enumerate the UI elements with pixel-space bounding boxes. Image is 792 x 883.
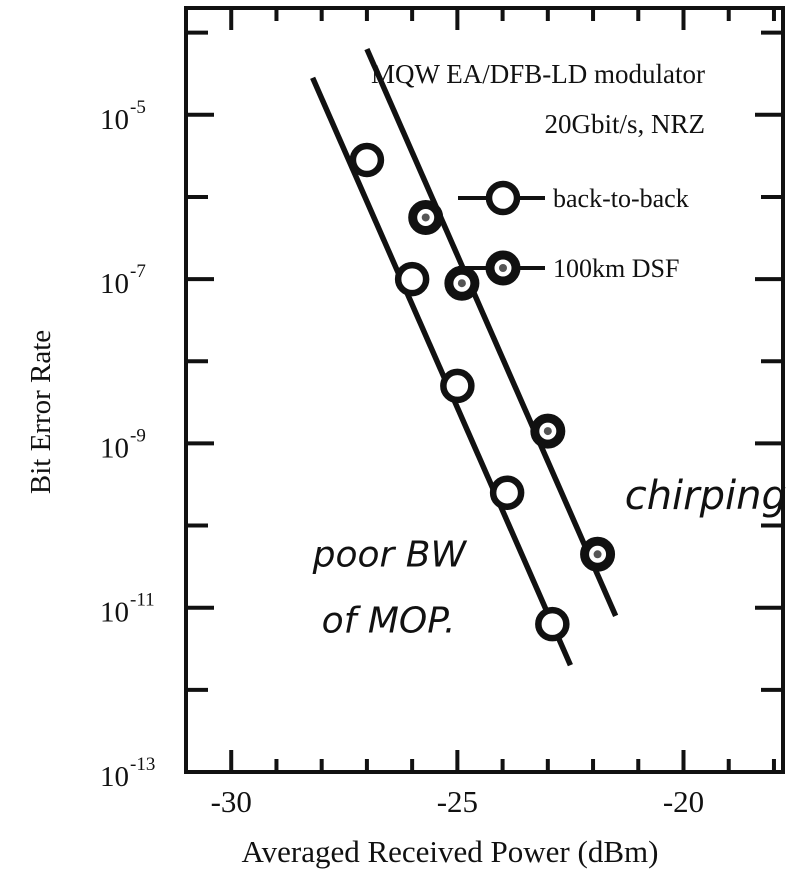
point-dsf-core bbox=[421, 213, 430, 222]
point-dsf-core bbox=[543, 427, 552, 436]
point-back-to-back bbox=[440, 368, 475, 404]
y-tick-exponent: -11 bbox=[130, 590, 155, 611]
y-tick-base: 10 bbox=[100, 597, 129, 629]
y-tick-exponent: -9 bbox=[130, 425, 146, 446]
point-dsf-core bbox=[593, 550, 602, 559]
point-back-to-back bbox=[489, 475, 525, 510]
y-axis-label: Bit Error Rate bbox=[25, 330, 57, 494]
plot-frame bbox=[184, 6, 785, 774]
y-tick-label: 10 -7 bbox=[100, 261, 146, 300]
point-back-to-back bbox=[535, 606, 570, 642]
y-tick-label: 10 -13 bbox=[100, 754, 155, 793]
fit-line-2 bbox=[364, 47, 619, 618]
y-tick-base: 10 bbox=[100, 104, 129, 136]
x-tick-label: -30 bbox=[211, 784, 252, 819]
y-tick-exponent: -13 bbox=[130, 754, 155, 775]
legend-marker-core bbox=[499, 264, 507, 272]
legend-label: 100km DSF bbox=[553, 254, 679, 283]
handwritten-annotation: poor BW bbox=[312, 535, 468, 576]
y-tick-label: 10 -5 bbox=[100, 97, 146, 136]
x-tick-labels: -30 -25 -20 bbox=[211, 784, 705, 819]
y-tick-label: 10 -11 bbox=[100, 590, 155, 629]
chart-title-group: MQW EA/DFB-LD modulator 20Gbit/s, NRZ bbox=[371, 59, 705, 139]
y-tick-label: 10 -9 bbox=[100, 425, 146, 464]
legend-marker-back-to-back bbox=[485, 180, 521, 216]
chart-subtitle: 20Gbit/s, NRZ bbox=[544, 109, 705, 139]
y-tick-base: 10 bbox=[100, 432, 129, 464]
data-points bbox=[349, 142, 616, 642]
y-tick-exponent: -5 bbox=[130, 97, 146, 118]
fit-lines bbox=[310, 47, 619, 667]
axis-ticks bbox=[184, 8, 783, 774]
x-axis-label: Averaged Received Power (dBm) bbox=[242, 834, 659, 869]
annotations: poor BW of MOP. chirping bbox=[312, 473, 787, 641]
fit-line-1 bbox=[310, 76, 573, 667]
y-tick-base: 10 bbox=[100, 268, 129, 300]
x-tick-label: -20 bbox=[663, 784, 704, 819]
point-back-to-back bbox=[349, 142, 385, 178]
chart-title: MQW EA/DFB-LD modulator bbox=[371, 59, 705, 89]
legend: back-to-back 100km DSF bbox=[458, 180, 689, 286]
y-tick-exponent: -7 bbox=[130, 261, 146, 282]
plot-area-border bbox=[184, 6, 785, 774]
point-dsf-core bbox=[457, 279, 466, 288]
point-back-to-back bbox=[394, 261, 430, 297]
x-tick-label: -25 bbox=[437, 784, 478, 819]
legend-label: back-to-back bbox=[553, 184, 689, 213]
handwritten-annotation: of MOP. bbox=[322, 600, 456, 641]
handwritten-annotation: chirping bbox=[625, 473, 787, 519]
y-tick-base: 10 bbox=[100, 761, 129, 793]
